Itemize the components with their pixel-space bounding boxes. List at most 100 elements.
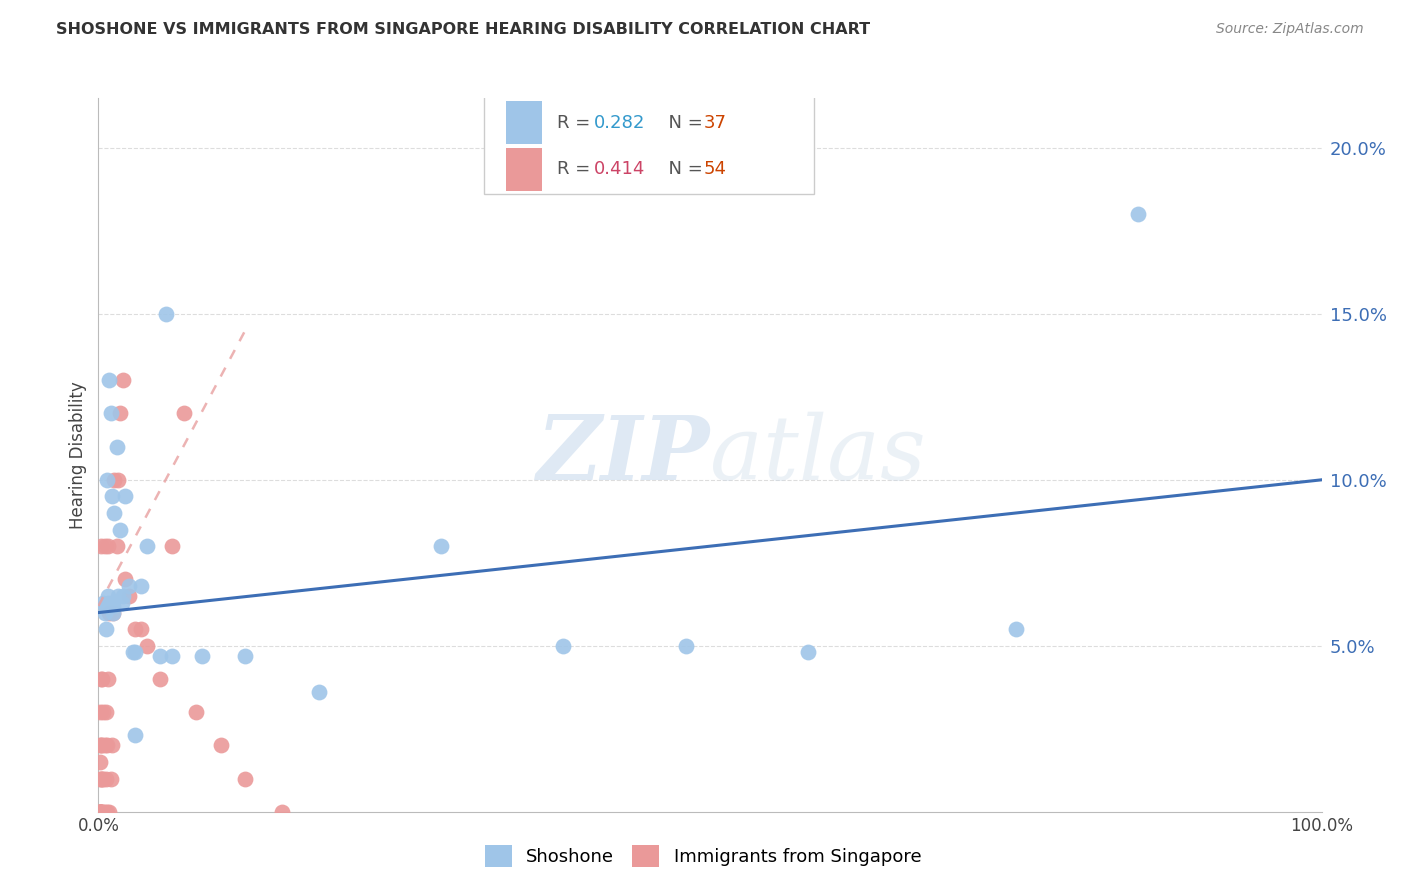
Point <box>105 440 128 454</box>
Point <box>430 539 453 553</box>
Text: N =: N = <box>658 113 709 131</box>
Text: 0.282: 0.282 <box>593 113 645 131</box>
Point <box>98 606 121 620</box>
Point <box>160 539 183 553</box>
Point <box>111 589 134 603</box>
Point <box>91 705 114 719</box>
Point <box>110 523 132 537</box>
Point <box>98 373 121 387</box>
Point <box>91 772 114 786</box>
Point <box>675 639 697 653</box>
Point <box>124 728 146 742</box>
Point <box>91 672 114 686</box>
Text: Source: ZipAtlas.com: Source: ZipAtlas.com <box>1216 22 1364 37</box>
Point <box>89 805 111 819</box>
Point <box>101 490 124 504</box>
Point <box>209 739 232 753</box>
Point <box>90 739 112 753</box>
Point <box>89 805 111 819</box>
Point <box>797 645 820 659</box>
FancyBboxPatch shape <box>506 148 543 191</box>
Point <box>186 705 208 719</box>
Point <box>136 539 159 553</box>
Point <box>93 606 115 620</box>
Point <box>103 473 125 487</box>
Point <box>101 606 124 620</box>
Point <box>93 539 115 553</box>
Point <box>105 539 128 553</box>
Text: SHOSHONE VS IMMIGRANTS FROM SINGAPORE HEARING DISABILITY CORRELATION CHART: SHOSHONE VS IMMIGRANTS FROM SINGAPORE HE… <box>56 22 870 37</box>
Text: ZIP: ZIP <box>537 412 710 498</box>
Point <box>111 373 134 387</box>
Point <box>308 685 330 699</box>
Point <box>97 539 120 553</box>
Point <box>94 622 117 636</box>
Point <box>233 648 256 663</box>
Point <box>91 739 114 753</box>
Point <box>110 406 132 420</box>
Point <box>91 596 114 610</box>
Point <box>97 589 120 603</box>
FancyBboxPatch shape <box>506 101 543 144</box>
Point <box>101 599 124 613</box>
Text: 54: 54 <box>704 161 727 178</box>
Point <box>118 589 141 603</box>
Point <box>90 805 112 819</box>
Point <box>97 596 120 610</box>
Legend: Shoshone, Immigrants from Singapore: Shoshone, Immigrants from Singapore <box>478 838 928 874</box>
Point <box>89 772 111 786</box>
Point <box>96 473 118 487</box>
Point <box>270 805 294 819</box>
Point <box>89 805 111 819</box>
Point <box>89 805 111 819</box>
Point <box>155 307 177 321</box>
Point <box>191 648 214 663</box>
Point <box>90 539 112 553</box>
Point <box>160 648 183 663</box>
Point <box>90 805 112 819</box>
Point <box>94 705 117 719</box>
Point <box>1128 207 1150 221</box>
Text: atlas: atlas <box>710 411 925 499</box>
Point <box>173 406 195 420</box>
Point <box>124 622 146 636</box>
Point <box>94 599 117 613</box>
Point <box>93 805 115 819</box>
Point <box>89 739 111 753</box>
Text: R =: R = <box>557 161 596 178</box>
Point <box>107 473 129 487</box>
Point <box>103 506 125 520</box>
Point <box>101 739 124 753</box>
Point <box>136 639 159 653</box>
Point <box>129 579 152 593</box>
Point <box>93 739 115 753</box>
Point <box>107 589 129 603</box>
Point <box>89 755 111 769</box>
Point <box>97 672 120 686</box>
Point <box>91 805 114 819</box>
Point <box>149 672 172 686</box>
Point <box>114 490 136 504</box>
Point <box>98 805 121 819</box>
Point <box>111 596 134 610</box>
Text: 0.414: 0.414 <box>593 161 645 178</box>
Point <box>90 672 112 686</box>
Y-axis label: Hearing Disability: Hearing Disability <box>69 381 87 529</box>
Point <box>129 622 152 636</box>
Point <box>100 406 122 420</box>
Point <box>101 606 124 620</box>
Point <box>89 805 111 819</box>
Point <box>89 705 111 719</box>
Point <box>89 805 111 819</box>
Point <box>114 573 136 587</box>
Point <box>118 579 141 593</box>
Text: R =: R = <box>557 113 596 131</box>
Point <box>94 772 117 786</box>
Point <box>91 805 114 819</box>
Point <box>121 645 143 659</box>
Point <box>124 645 146 659</box>
Point <box>553 639 575 653</box>
Point <box>1004 622 1026 636</box>
Text: 37: 37 <box>704 113 727 131</box>
Point <box>96 739 118 753</box>
